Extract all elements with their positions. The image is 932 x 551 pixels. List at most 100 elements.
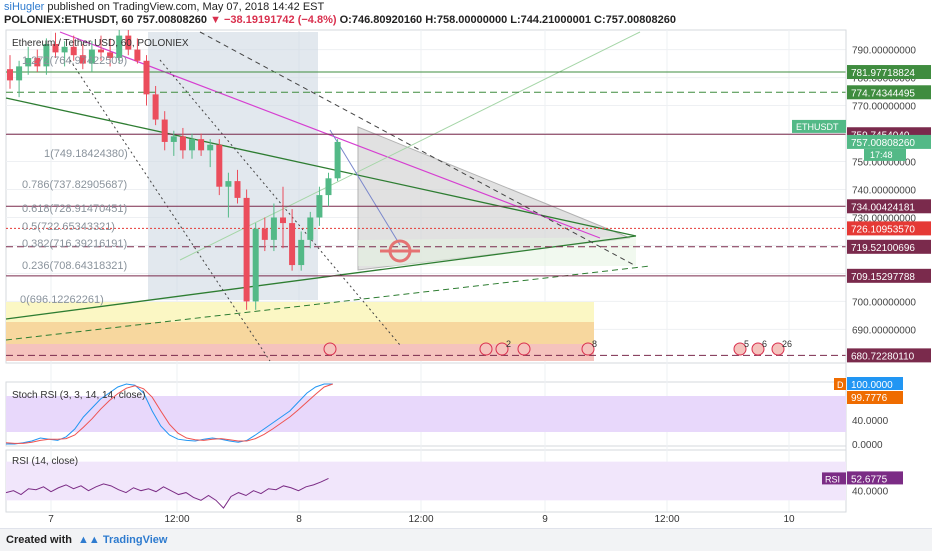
price-line-label: 709.15297788 xyxy=(851,272,915,283)
price-line-label: 774.74344495 xyxy=(851,88,915,99)
fib-level-label: 0.5(722.65343321) xyxy=(22,221,115,233)
symbol-label: POLONIEX:ETHUSDT, 60 xyxy=(4,14,134,26)
dashed-support-line xyxy=(5,265,651,341)
candle-body xyxy=(179,136,186,151)
price-tick-label: 790.00000000 xyxy=(852,46,916,57)
rsi-title: RSI (14, close) xyxy=(12,456,78,467)
stoch-d-bg xyxy=(847,391,903,404)
candle-body xyxy=(161,119,168,142)
stoch-band xyxy=(6,396,846,432)
price-line-label: 680.72280110 xyxy=(851,351,915,362)
price-tick-label: 700.00000000 xyxy=(852,297,916,308)
magenta-trendline xyxy=(59,31,601,239)
event-count: 26 xyxy=(782,339,792,349)
event-flag-icon xyxy=(771,342,785,356)
rsi-badge-bg xyxy=(822,472,846,485)
candle-body xyxy=(234,181,241,198)
event-flag-icon xyxy=(495,342,509,356)
publisher-name[interactable]: siHugler xyxy=(4,1,45,13)
candle-body xyxy=(207,144,214,151)
price-line-label: 719.52100696 xyxy=(851,243,915,254)
event-count: 6 xyxy=(762,339,767,349)
candle-body xyxy=(70,46,77,56)
fib-level-label: 1(749.18424380) xyxy=(44,148,128,160)
candle-body xyxy=(261,228,268,240)
event-badges: 2 8 5 6 26 xyxy=(323,339,792,356)
stoch-marker: D xyxy=(837,380,844,390)
price-change-text: ▼ −38.19191742 (−4.8%) xyxy=(210,14,337,26)
rsi-value-label: 52.6775 xyxy=(851,474,888,485)
symbol-badge-bg xyxy=(792,119,846,133)
grid xyxy=(5,29,847,513)
chart-header: siHugler published on TradingView.com, M… xyxy=(0,0,932,28)
rsi-line xyxy=(5,477,329,509)
last-price-text: 757.00808260 xyxy=(136,14,207,26)
rsi-band xyxy=(6,461,846,501)
fib-level-label: 0.382(716.39216191) xyxy=(22,238,127,250)
candle-body xyxy=(334,141,341,179)
candle-body xyxy=(88,49,95,64)
candle-body xyxy=(325,178,332,196)
candle-body xyxy=(125,35,132,50)
publish-line: siHugler published on TradingView.com, M… xyxy=(4,1,324,13)
dotted-line-1 xyxy=(69,59,271,362)
price-line-label-bg xyxy=(847,239,931,254)
brand-text: TradingView xyxy=(102,534,168,546)
price-line-label-bg xyxy=(847,85,931,100)
candle-body xyxy=(298,239,305,266)
ohlc-text: O:746.80920160 H:758.00000000 L:744.2100… xyxy=(339,14,676,26)
time-tick-label: 9 xyxy=(542,514,548,525)
candle-body xyxy=(225,181,232,187)
time-tick-label: 7 xyxy=(48,514,54,525)
price-line-label: 781.97718824 xyxy=(851,68,915,79)
candle-body xyxy=(134,49,141,61)
candle-body xyxy=(79,55,86,64)
chart-canvas[interactable]: 790.00000000 780.00000000 770.00000000 7 6 0.… xyxy=(0,0,932,528)
stoch-title: Stoch RSI (3, 3, 14, 14, close) xyxy=(12,390,145,401)
event-flag-icon xyxy=(517,342,531,356)
fib-level-label: 0.618(728.91470451) xyxy=(22,203,127,215)
price-tick-label: 740.00000000 xyxy=(852,186,916,197)
fan-line xyxy=(179,31,641,261)
event-flag-icon xyxy=(323,342,337,356)
candle-body xyxy=(170,136,177,142)
event-count: 2 xyxy=(506,339,511,349)
price-tick-label: 750.00000000 xyxy=(852,158,916,169)
symbol-line: POLONIEX:ETHUSDT, 60 757.00808260 ▼ −38.… xyxy=(4,14,676,26)
support-zone-orange xyxy=(6,322,594,344)
candle-body xyxy=(216,144,223,187)
candle-body xyxy=(243,197,250,302)
dotted-line-2 xyxy=(159,59,401,346)
rsi-value-bg xyxy=(847,471,903,485)
event-flag-icon xyxy=(733,342,747,356)
stoch-line xyxy=(5,383,333,444)
rsi-pane: 40.0000 RSI 52.6775 xyxy=(5,461,903,509)
time-tick-label: 12:00 xyxy=(408,514,433,525)
fib-level-label: 0.236(708.64318321) xyxy=(22,260,127,272)
event-count: 8 xyxy=(592,339,597,349)
price-tick-label: 780.00000000 xyxy=(852,74,916,85)
stoch-k-bg xyxy=(847,377,903,390)
event-flag-icon xyxy=(479,342,493,356)
dashed-resistance-line xyxy=(199,31,637,267)
price-line-label-bg xyxy=(847,221,931,236)
tradingview-logo[interactable]: ▲▲ TradingView xyxy=(78,534,167,546)
candle-body xyxy=(43,43,50,67)
candle-body xyxy=(189,139,195,151)
time-tick-label: 12:00 xyxy=(654,514,679,525)
event-flag-icon xyxy=(581,342,595,356)
support-zone-light xyxy=(6,302,594,322)
published-text: published on TradingView.com, May 07, 20… xyxy=(47,1,325,13)
candle-body xyxy=(61,46,68,53)
projection-arrow-line xyxy=(329,129,401,246)
price-tick-label: 770.00000000 xyxy=(852,102,916,113)
candle-body xyxy=(252,228,259,302)
rsi-badge: RSI xyxy=(825,474,840,484)
candle-body xyxy=(307,217,314,240)
created-with-text: Created with xyxy=(6,534,73,546)
stoch-d-label: 99.7776 xyxy=(851,393,888,404)
last-price-bg xyxy=(847,134,931,149)
price-tick-label: 730.00000000 xyxy=(852,213,916,224)
candle-body xyxy=(143,60,150,95)
